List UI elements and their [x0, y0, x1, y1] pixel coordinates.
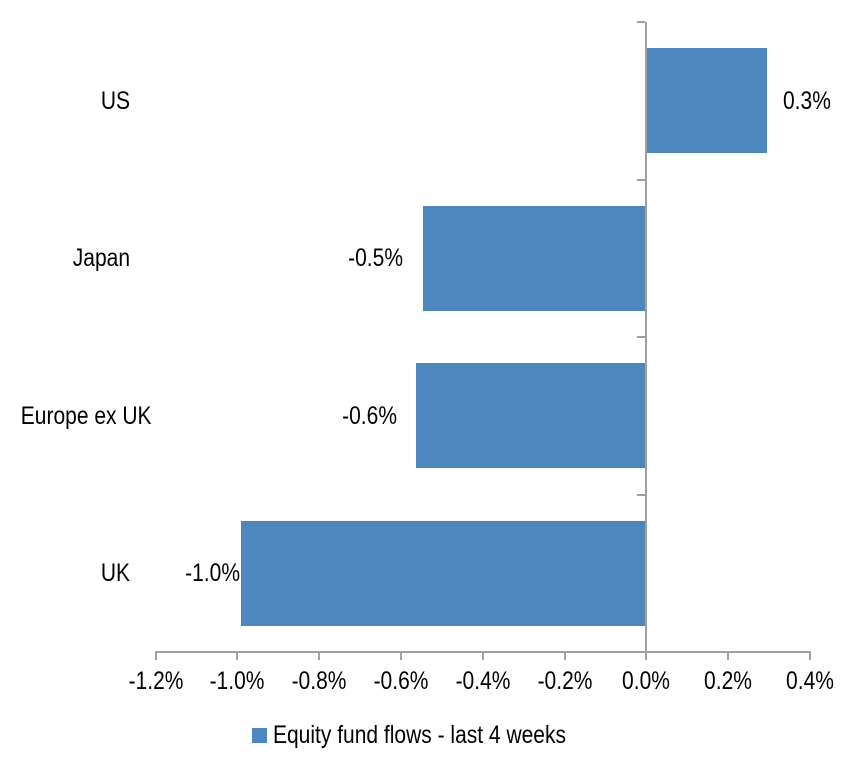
category-label-uk: UK [100, 559, 130, 588]
x-tick-label-3: -0.6% [373, 667, 429, 695]
legend-swatch-icon [252, 727, 268, 743]
data-label-uk: -1.0% [185, 559, 240, 588]
y-axis-tick-1 [637, 178, 646, 181]
data-label-europe-ex-uk: -0.6% [342, 401, 398, 430]
y-axis-line [645, 22, 648, 652]
y-axis-tick-2 [637, 336, 646, 338]
x-axis-tick-1 [236, 652, 239, 660]
x-tick-label-8: 0.4% [786, 667, 834, 695]
x-axis-tick-0 [154, 652, 157, 660]
bar-europe-ex-uk [416, 363, 647, 469]
y-axis-tick-0 [637, 21, 646, 23]
x-tick-label-0: -1.2% [128, 667, 183, 695]
x-tick-label-4: -0.4% [455, 667, 511, 695]
x-tick-label-5: -0.2% [537, 667, 592, 695]
bar-us [646, 48, 768, 154]
x-axis-tick-5 [563, 652, 566, 660]
x-axis-tick-3 [399, 652, 402, 660]
x-axis-tick-4 [481, 652, 484, 660]
category-label-japan: Japan [72, 244, 130, 273]
x-tick-label-6: 0.0% [622, 667, 671, 695]
x-tick-label-7: 0.2% [704, 667, 753, 695]
bar-japan [423, 205, 647, 311]
x-axis-tick-8 [809, 652, 811, 660]
x-axis-tick-2 [318, 652, 321, 660]
x-tick-label-1: -1.0% [209, 667, 265, 695]
data-label-japan: -0.5% [348, 244, 404, 273]
category-label-us: US [100, 86, 130, 115]
x-axis-tick-7 [727, 652, 730, 660]
data-label-us: 0.3% [783, 86, 831, 115]
x-axis-tick-6 [645, 652, 648, 660]
legend: Equity fund flows - last 4 weeks [22, 721, 852, 749]
category-label-europe-ex-uk: Europe ex UK [20, 401, 152, 430]
bar-uk [240, 520, 647, 626]
y-axis-tick-3 [637, 493, 646, 496]
x-tick-label-2: -0.8% [291, 667, 347, 695]
legend-label: Equity fund flows - last 4 weeks [273, 721, 567, 749]
